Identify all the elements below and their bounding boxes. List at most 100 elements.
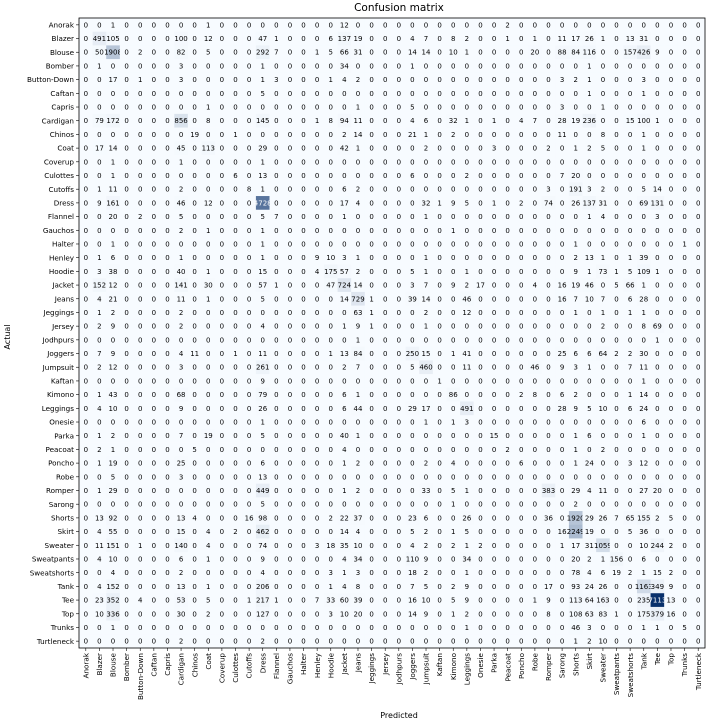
cell-value: 0 <box>437 336 441 344</box>
matrix-cell <box>296 223 311 238</box>
cell-value: 0 <box>206 460 210 468</box>
y-tick-label: Coverup <box>44 157 75 166</box>
matrix-cell <box>160 333 175 347</box>
matrix-cell <box>255 333 270 347</box>
matrix-cell <box>364 113 379 128</box>
matrix-cell <box>79 168 93 183</box>
matrix-cell <box>419 305 434 320</box>
cell-value: 0 <box>301 350 305 358</box>
cell-value: 2 <box>587 638 591 646</box>
cell-value: 1 <box>642 90 646 98</box>
cell-value: 0 <box>233 555 237 563</box>
x-tick-label: Sweatshorts <box>626 653 635 698</box>
cell-value: 0 <box>642 172 646 180</box>
cell-value: 0 <box>410 323 414 331</box>
cell-value: 5 <box>260 213 264 221</box>
cell-value: 0 <box>152 295 156 303</box>
cell-value: 0 <box>301 309 305 317</box>
cell-value: 0 <box>383 542 387 550</box>
matrix-cell <box>310 168 325 183</box>
cell-value: 2 <box>519 199 523 207</box>
cell-value: 1 <box>451 350 455 358</box>
cell-value: 0 <box>356 240 360 248</box>
cell-value: 0 <box>124 419 128 427</box>
matrix-cell <box>378 31 393 46</box>
cell-value: 0 <box>533 90 537 98</box>
cell-value: 0 <box>192 117 196 125</box>
cell-value: 0 <box>165 514 169 522</box>
matrix-cell <box>228 223 243 238</box>
cell-value: 0 <box>315 569 319 577</box>
cell-value: 0 <box>233 158 237 166</box>
cell-value: 1 <box>642 624 646 632</box>
cell-value: 0 <box>397 145 401 153</box>
matrix-cell <box>364 237 379 252</box>
cell-value: 0 <box>329 391 333 399</box>
matrix-cell <box>473 141 488 156</box>
cell-value: 0 <box>356 172 360 180</box>
cell-value: 0 <box>247 62 251 70</box>
cell-value: 0 <box>124 460 128 468</box>
cell-value: 0 <box>614 158 618 166</box>
x-tick-label: Peacoat <box>503 653 512 682</box>
cell-value: 4 <box>356 528 361 536</box>
cell-value: 0 <box>301 432 305 440</box>
cell-value: 1 <box>97 186 101 194</box>
matrix-cell <box>133 223 148 238</box>
cell-value: 152 <box>106 583 119 591</box>
matrix-cell <box>432 223 447 238</box>
cell-value: 0 <box>437 254 441 262</box>
matrix-cell <box>283 319 298 334</box>
cell-value: 0 <box>478 391 482 399</box>
cell-value: 0 <box>655 446 659 454</box>
cell-value: 2 <box>628 569 632 577</box>
cell-value: 0 <box>165 460 169 468</box>
matrix-cell <box>364 168 379 183</box>
cell-value: 0 <box>247 542 251 550</box>
matrix-cell <box>174 182 189 197</box>
cell-value: 0 <box>356 62 360 70</box>
cell-value: 0 <box>505 227 509 235</box>
matrix-cell <box>201 196 216 211</box>
cell-value: 0 <box>587 158 591 166</box>
cell-value: 0 <box>247 405 251 413</box>
matrix-cell <box>323 72 338 87</box>
cell-value: 3 <box>315 542 319 550</box>
cell-value: 11 <box>558 35 567 43</box>
matrix-cell <box>79 278 93 293</box>
cell-value: 0 <box>192 583 196 591</box>
cell-value: 1 <box>111 21 115 29</box>
matrix-cell <box>405 113 420 128</box>
cell-value: 0 <box>410 145 414 153</box>
matrix-cell <box>215 346 229 361</box>
cell-value: 0 <box>233 227 237 235</box>
matrix-cell <box>147 182 161 197</box>
cell-value: 0 <box>451 364 455 372</box>
cell-value: 0 <box>628 597 632 605</box>
cell-value: 0 <box>696 501 700 509</box>
cell-value: 0 <box>369 282 373 290</box>
cell-value: 1 <box>601 309 605 317</box>
cell-value: 0 <box>478 186 482 194</box>
matrix-cell <box>650 250 665 265</box>
cell-value: 4 <box>206 542 211 550</box>
cell-value: 14 <box>653 186 662 194</box>
cell-value: 0 <box>437 624 441 632</box>
matrix-cell <box>269 278 284 293</box>
cell-value: 0 <box>165 104 169 112</box>
matrix-cell <box>174 264 189 279</box>
cell-value: 2 <box>465 282 469 290</box>
matrix-cell <box>392 154 406 169</box>
cell-value: 0 <box>84 569 88 577</box>
cell-value: 0 <box>315 610 319 618</box>
cell-value: 0 <box>165 49 169 57</box>
matrix-cell <box>568 209 583 224</box>
matrix-cell <box>405 168 420 183</box>
cell-value: 0 <box>533 172 537 180</box>
cell-value: 0 <box>505 49 509 57</box>
matrix-cell <box>500 264 515 279</box>
cell-value: 30 <box>177 610 186 618</box>
cell-value: 2 <box>97 446 101 454</box>
cell-value: 15 <box>626 117 635 125</box>
cell-value: 0 <box>696 49 700 57</box>
